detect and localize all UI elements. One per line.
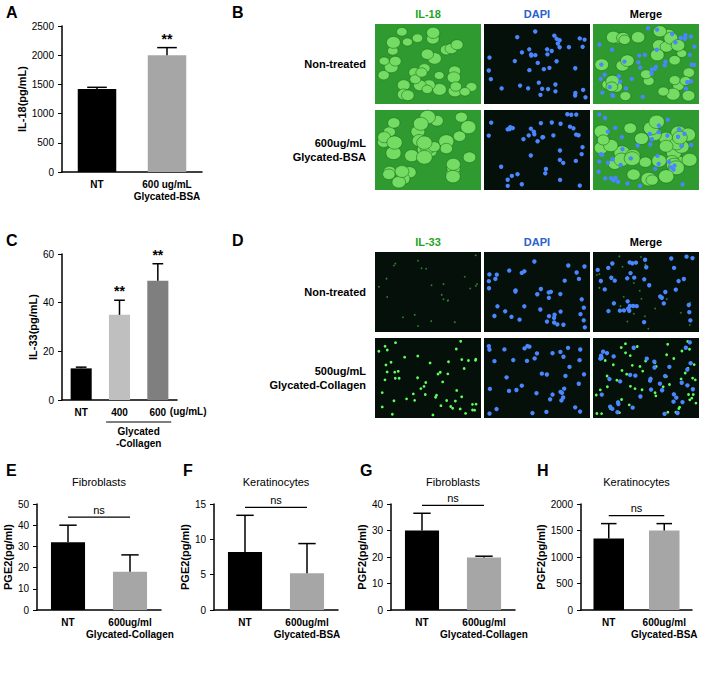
svg-text:20: 20 xyxy=(43,346,55,357)
svg-text:400: 400 xyxy=(111,407,128,418)
svg-text:600ug/ml: 600ug/ml xyxy=(285,617,329,628)
svg-text:2000: 2000 xyxy=(32,50,55,61)
svg-text:PGF2(pg/ml): PGF2(pg/ml) xyxy=(535,524,547,590)
svg-text:2500: 2500 xyxy=(32,21,55,32)
svg-text:ns: ns xyxy=(93,504,105,516)
svg-text:PGE2(pg/ml): PGE2(pg/ml) xyxy=(2,524,14,590)
svg-text:0: 0 xyxy=(23,605,29,616)
svg-text:15: 15 xyxy=(195,499,207,510)
svg-text:**: ** xyxy=(114,283,125,299)
svg-text:500ug/mL: 500ug/mL xyxy=(315,365,367,377)
svg-text:Glycated-Collagen: Glycated-Collagen xyxy=(440,629,528,640)
svg-text:B: B xyxy=(232,4,244,21)
svg-text:20: 20 xyxy=(372,552,384,563)
svg-text:Keratinocytes: Keratinocytes xyxy=(603,476,670,488)
svg-text:Glycated-BSA: Glycated-BSA xyxy=(134,191,201,202)
svg-text:1000: 1000 xyxy=(32,108,55,119)
svg-text:A: A xyxy=(6,4,18,21)
svg-text:5: 5 xyxy=(200,569,206,580)
svg-text:NT: NT xyxy=(61,617,74,628)
svg-text:Fibroblasts: Fibroblasts xyxy=(72,476,126,488)
svg-text:0: 0 xyxy=(48,395,54,406)
svg-text:E: E xyxy=(6,462,17,479)
svg-text:600: 600 xyxy=(149,407,166,418)
svg-text:1500: 1500 xyxy=(551,525,574,536)
svg-text:ns: ns xyxy=(270,494,282,506)
svg-text:600ug/mL: 600ug/mL xyxy=(315,137,367,149)
svg-text:10: 10 xyxy=(372,578,384,589)
svg-text:10: 10 xyxy=(195,534,207,545)
svg-text:IL-18(pg/mL): IL-18(pg/mL) xyxy=(16,66,28,132)
svg-text:Merge: Merge xyxy=(630,8,662,20)
svg-text:Glycated-BSA: Glycated-BSA xyxy=(274,629,341,640)
svg-text:600 ug/mL: 600 ug/mL xyxy=(142,179,191,190)
svg-text:**: ** xyxy=(152,247,163,263)
svg-text:60: 60 xyxy=(43,249,55,260)
svg-text:IL-33(pg/mL): IL-33(pg/mL) xyxy=(27,294,39,360)
svg-text:40: 40 xyxy=(372,499,384,510)
svg-text:NT: NT xyxy=(415,617,428,628)
svg-text:ns: ns xyxy=(631,502,643,514)
svg-text:NT: NT xyxy=(74,407,87,418)
svg-text:DAPI: DAPI xyxy=(524,8,550,20)
svg-text:1500: 1500 xyxy=(32,79,55,90)
svg-text:600ug/ml: 600ug/ml xyxy=(108,617,152,628)
svg-text:NT: NT xyxy=(90,179,103,190)
svg-text:Keratinocytes: Keratinocytes xyxy=(243,476,310,488)
svg-text:D: D xyxy=(232,232,244,249)
svg-text:(ug/mL): (ug/mL) xyxy=(170,406,207,417)
svg-text:**: ** xyxy=(162,31,173,47)
svg-text:Non-treated: Non-treated xyxy=(304,58,366,70)
svg-text:NT: NT xyxy=(602,617,615,628)
svg-text:-Collagen: -Collagen xyxy=(116,438,162,449)
svg-text:600ug/ml: 600ug/ml xyxy=(643,617,687,628)
svg-text:10: 10 xyxy=(18,583,30,594)
svg-text:IL-33: IL-33 xyxy=(415,236,441,248)
svg-text:0: 0 xyxy=(567,605,573,616)
svg-text:0: 0 xyxy=(377,605,383,616)
svg-text:40: 40 xyxy=(18,520,30,531)
svg-text:H: H xyxy=(537,462,549,479)
svg-text:Glycated-BSA: Glycated-BSA xyxy=(631,629,698,640)
svg-text:Glycated-BSA: Glycated-BSA xyxy=(293,151,366,163)
svg-text:Merge: Merge xyxy=(630,236,662,248)
svg-text:500: 500 xyxy=(556,578,573,589)
svg-text:20: 20 xyxy=(18,562,30,573)
svg-text:2000: 2000 xyxy=(551,499,574,510)
svg-text:ns: ns xyxy=(447,492,459,504)
svg-text:40: 40 xyxy=(43,297,55,308)
svg-text:F: F xyxy=(183,462,193,479)
svg-text:Glycated: Glycated xyxy=(118,426,160,437)
svg-text:Fibroblasts: Fibroblasts xyxy=(426,476,480,488)
svg-text:IL-18: IL-18 xyxy=(415,8,441,20)
svg-text:G: G xyxy=(360,462,372,479)
svg-text:Glycated-Collagen: Glycated-Collagen xyxy=(269,379,366,391)
svg-text:500: 500 xyxy=(37,137,54,148)
svg-text:0: 0 xyxy=(48,167,54,178)
svg-text:PGF2(pg/ml): PGF2(pg/ml) xyxy=(356,524,368,590)
svg-text:NT: NT xyxy=(238,617,251,628)
svg-text:C: C xyxy=(6,232,18,249)
svg-text:Glycated-Collagen: Glycated-Collagen xyxy=(86,629,174,640)
svg-text:Non-treated: Non-treated xyxy=(304,286,366,298)
svg-text:PGE2(pg/ml): PGE2(pg/ml) xyxy=(179,524,191,590)
svg-text:0: 0 xyxy=(200,605,206,616)
svg-text:30: 30 xyxy=(372,525,384,536)
svg-text:DAPI: DAPI xyxy=(524,236,550,248)
svg-text:50: 50 xyxy=(18,499,30,510)
svg-text:1000: 1000 xyxy=(551,552,574,563)
svg-text:600ug/ml: 600ug/ml xyxy=(462,617,506,628)
svg-text:30: 30 xyxy=(18,541,30,552)
